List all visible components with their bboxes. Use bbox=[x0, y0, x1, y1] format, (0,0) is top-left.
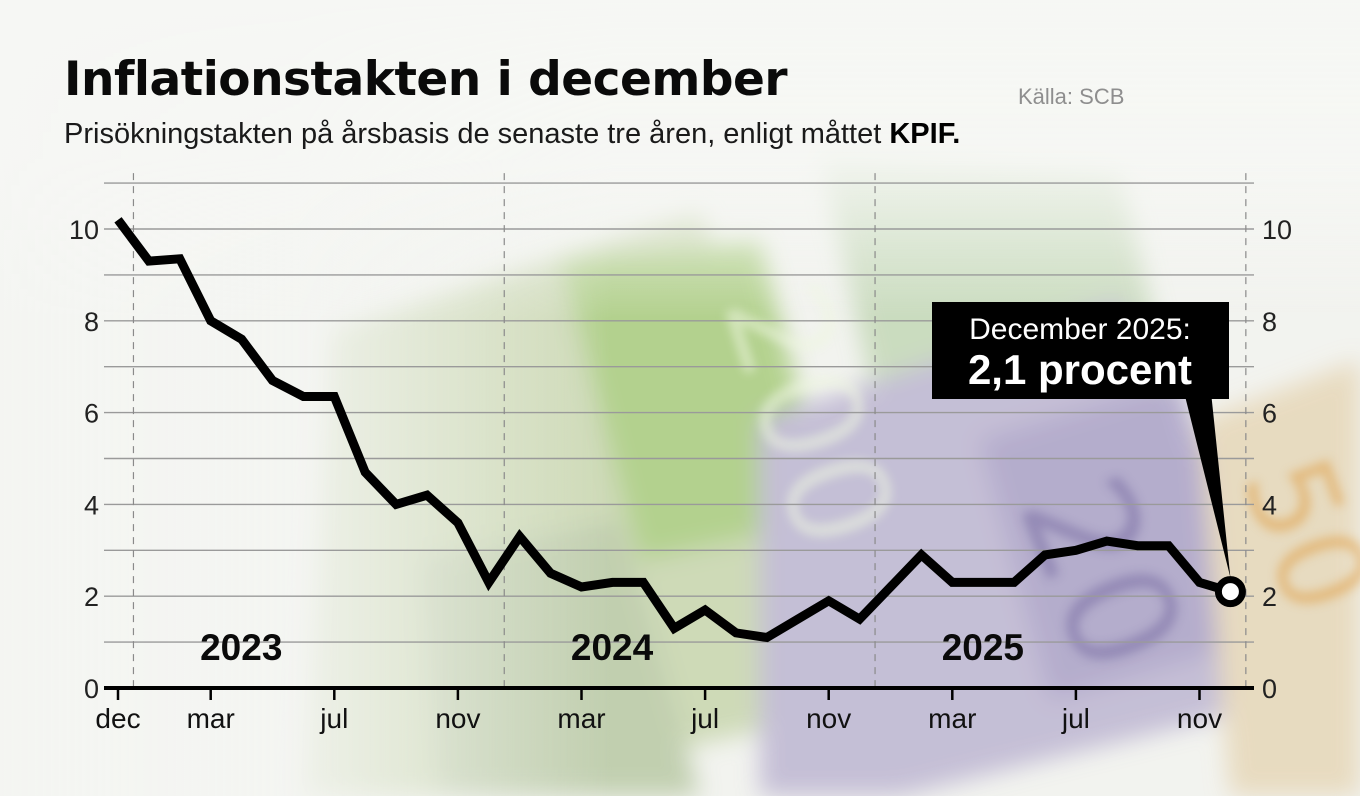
x-tick-label: nov bbox=[806, 703, 851, 734]
year-label: 2025 bbox=[942, 627, 1024, 668]
kpif-series-line bbox=[114, 217, 1232, 643]
x-tick-label: jul bbox=[319, 703, 348, 734]
x-tick-label: mar bbox=[928, 703, 976, 734]
chart-subtitle: Prisökningstakten på årsbasis de senaste… bbox=[64, 118, 960, 151]
callout-pointer bbox=[1184, 392, 1231, 578]
x-tick-label: nov bbox=[1177, 703, 1222, 734]
x-tick-label: mar bbox=[187, 703, 235, 734]
callout-value-label: 2,1 procent bbox=[968, 346, 1192, 393]
year-label: 2024 bbox=[571, 627, 654, 668]
x-tick-label: mar bbox=[557, 703, 605, 734]
last-value-marker bbox=[1214, 576, 1246, 608]
y-tick-label-right: 0 bbox=[1262, 674, 1277, 704]
callout-date-label: December 2025: bbox=[969, 313, 1191, 346]
subtitle-emphasis: KPIF. bbox=[889, 118, 961, 150]
y-tick-label-left: 6 bbox=[84, 399, 99, 429]
y-tick-label-left: 2 bbox=[84, 582, 99, 612]
y-tick-label-right: 8 bbox=[1262, 307, 1277, 337]
chart-title: Inflationstakten i december bbox=[64, 52, 788, 107]
y-tick-label-right: 6 bbox=[1262, 399, 1277, 429]
y-tick-label-left: 0 bbox=[84, 674, 99, 704]
y-tick-label-right: 2 bbox=[1262, 582, 1277, 612]
y-tick-label-left: 8 bbox=[84, 307, 99, 337]
x-tick-label: jul bbox=[1061, 703, 1090, 734]
x-tick-label: jul bbox=[690, 703, 719, 734]
subtitle-text: Prisökningstakten på årsbasis de senaste… bbox=[64, 118, 882, 150]
y-tick-label-right: 4 bbox=[1262, 490, 1277, 520]
y-tick-label-left: 4 bbox=[84, 490, 99, 520]
source-label: Källa: SCB bbox=[1018, 84, 1125, 109]
x-tick-label: dec bbox=[95, 703, 140, 734]
year-label: 2023 bbox=[200, 627, 282, 668]
y-tick-label-left: 10 bbox=[69, 215, 99, 245]
y-tick-label-right: 10 bbox=[1262, 215, 1292, 245]
callout-box bbox=[932, 302, 1229, 399]
x-tick-label: nov bbox=[435, 703, 480, 734]
